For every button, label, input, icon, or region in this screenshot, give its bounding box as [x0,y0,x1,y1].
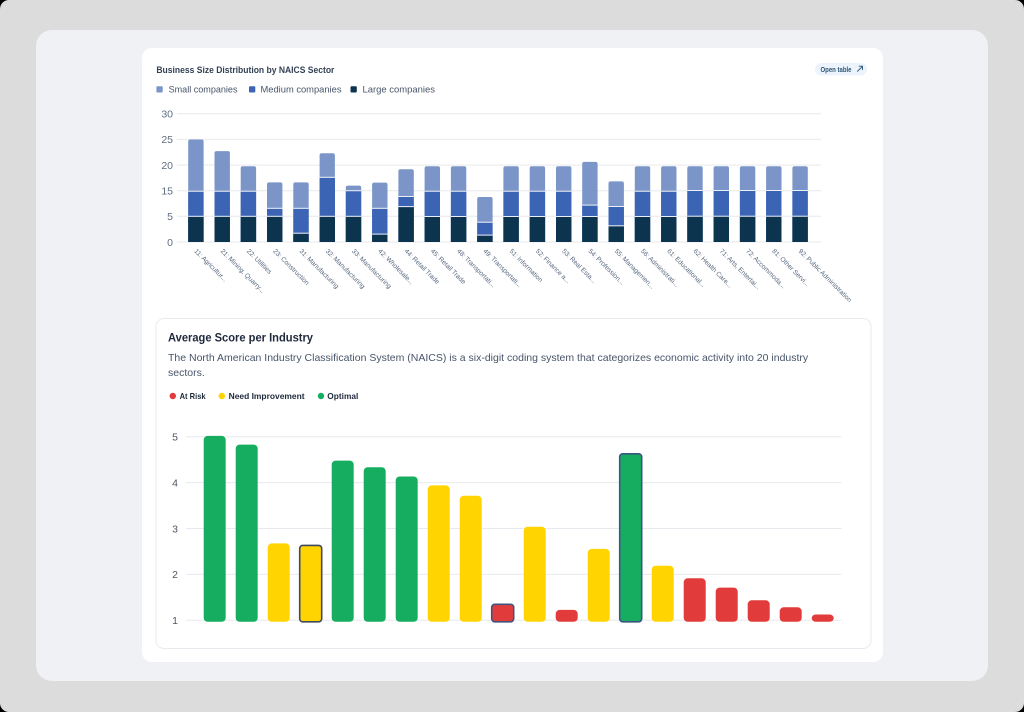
svg-text:3: 3 [172,523,178,535]
svg-text:5: 5 [167,211,173,223]
svg-text:30: 30 [161,109,173,121]
svg-text:92: Public Administration: 92: Public Administration [797,248,853,304]
svg-text:21: Mining, Quarry...: 21: Mining, Quarry... [219,248,266,295]
svg-text:15: 15 [161,186,173,198]
svg-text:Large companies: Large companies [363,85,436,96]
svg-text:5: 5 [172,432,178,444]
svg-text:1: 1 [172,615,178,627]
svg-text:2: 2 [172,569,178,581]
svg-text:Small companies: Small companies [169,85,238,96]
svg-text:Medium companies: Medium companies [261,85,342,96]
svg-text:Business Size Distribution by: Business Size Distribution by NAICS Sect… [156,65,334,76]
svg-text:4: 4 [172,477,178,489]
svg-text:The North American Industry Cl: The North American Industry Classificati… [168,352,809,364]
svg-text:25: 25 [161,134,173,146]
svg-text:22: Utilities: 22: Utilities [245,248,273,276]
svg-text:sectors.: sectors. [168,367,205,379]
svg-text:20: 20 [161,160,173,172]
svg-text:Open table: Open table [821,67,852,74]
svg-text:At Risk: At Risk [180,391,206,401]
svg-text:Average Score per Industry: Average Score per Industry [168,333,314,345]
svg-text:0: 0 [167,237,173,249]
svg-text:Optimal: Optimal [327,391,358,401]
svg-text:Need Improvement: Need Improvement [229,391,305,401]
